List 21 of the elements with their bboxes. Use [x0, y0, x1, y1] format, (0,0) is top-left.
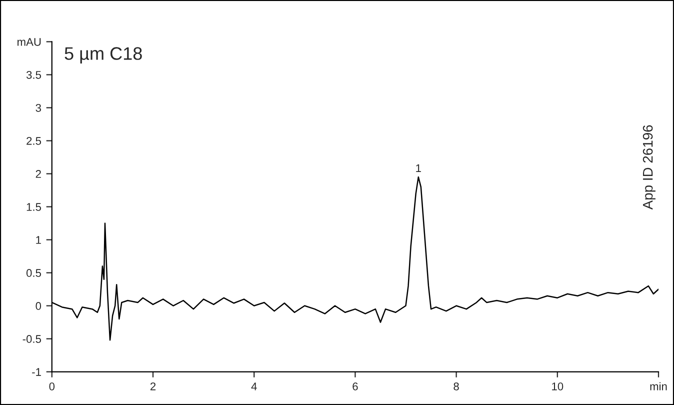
y-tick-label: -0.5: [22, 335, 42, 343]
y-tick-label: 2: [36, 170, 41, 178]
y-tick-label: 0.5: [26, 269, 42, 277]
y-tick-label: mAU: [18, 38, 41, 46]
chart-title: 5 µm C18: [64, 47, 142, 64]
x-tick-label: 4: [251, 382, 257, 390]
x-tick-label: 10: [552, 382, 564, 390]
y-tick-label: 1: [36, 236, 41, 244]
annotation: 1: [416, 164, 421, 172]
y-tick-label: 3.5: [26, 70, 42, 79]
y-tick-label: 2.5: [26, 137, 42, 145]
x-tick-label: 6: [352, 382, 358, 390]
annotation: App ID 26196: [642, 125, 656, 210]
y-tick-label: 3: [36, 104, 41, 112]
x-tick-label: 2: [150, 382, 156, 390]
y-tick-label: 0: [36, 302, 42, 310]
x-tick-label: min: [650, 382, 667, 390]
y-tick-label: -1: [32, 368, 41, 376]
x-tick-label: 8: [454, 382, 459, 390]
y-tick-label: 1.5: [26, 203, 42, 211]
x-tick-label: 0: [49, 382, 55, 390]
